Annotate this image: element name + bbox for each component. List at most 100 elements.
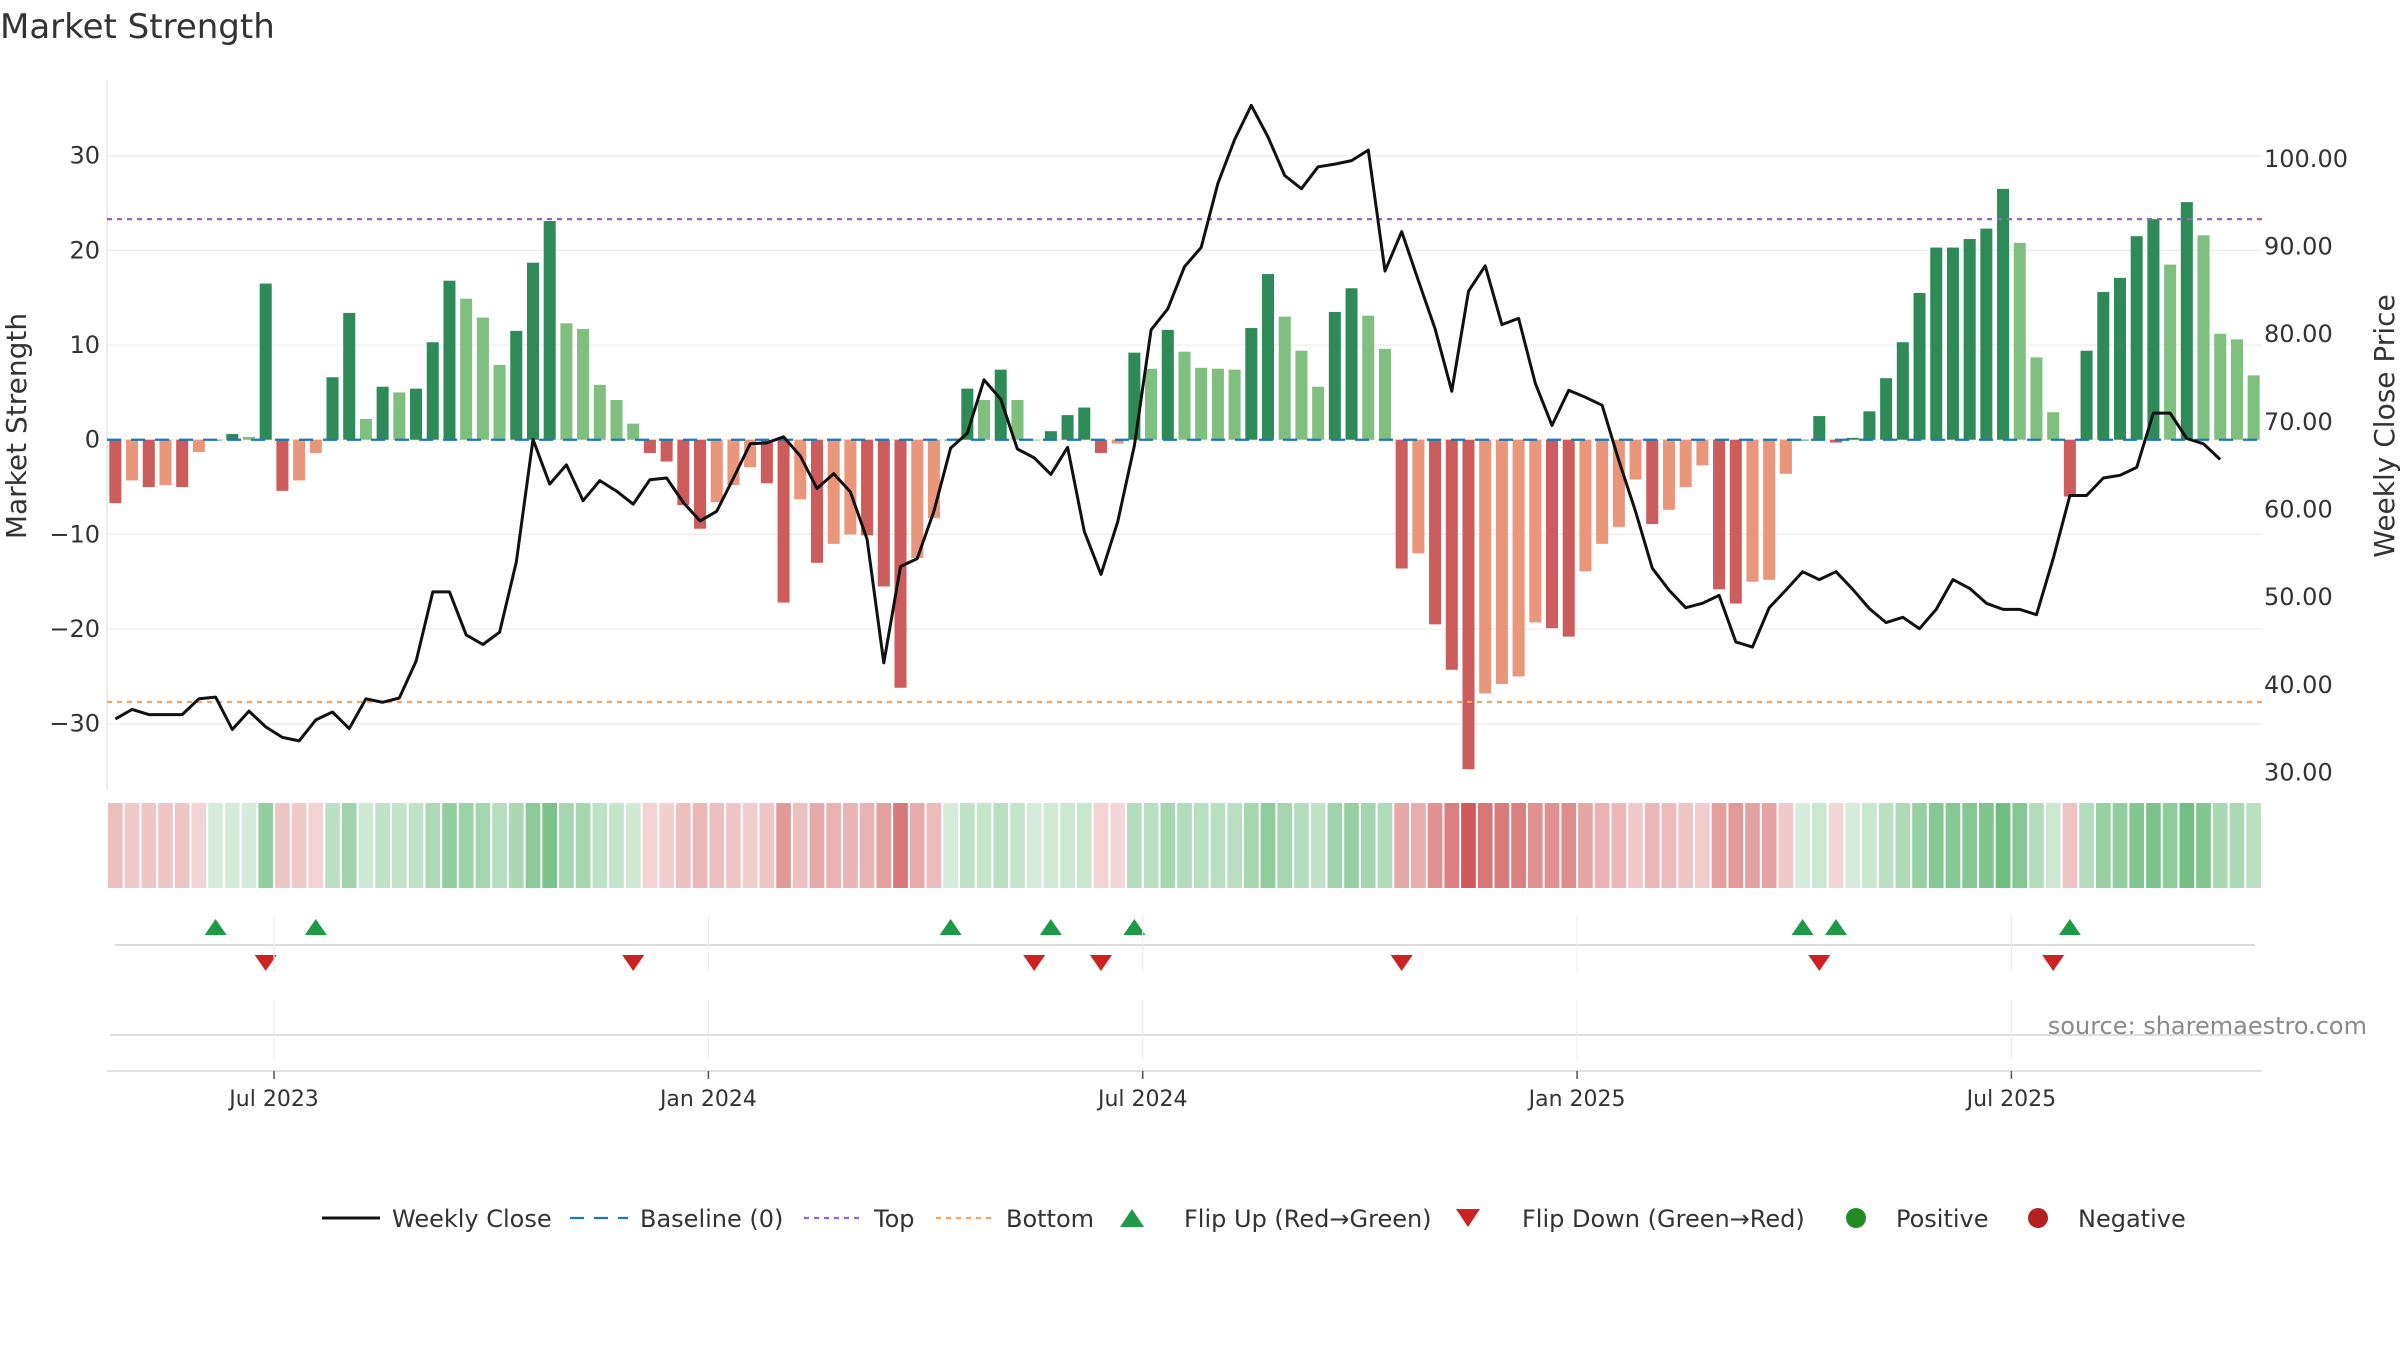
heat-cell bbox=[1878, 803, 1894, 888]
heat-cell bbox=[709, 803, 725, 888]
strength-bar bbox=[359, 418, 372, 440]
strength-bar bbox=[1696, 439, 1709, 466]
heat-cell bbox=[959, 803, 975, 888]
heat-cell bbox=[1043, 803, 1059, 888]
heat-cell bbox=[2162, 803, 2178, 888]
strength-bar bbox=[2063, 439, 2076, 497]
heat-cell bbox=[1611, 803, 1627, 888]
heat-cell bbox=[2095, 803, 2111, 888]
strength-bar bbox=[627, 423, 640, 440]
strength-bar bbox=[1779, 439, 1792, 474]
flip-down-marker bbox=[622, 955, 645, 971]
strength-bar bbox=[2197, 235, 2210, 440]
strength-bar bbox=[493, 364, 506, 440]
strength-bar bbox=[1345, 288, 1358, 440]
heat-cell bbox=[1845, 803, 1861, 888]
chart-title: Market Strength bbox=[0, 7, 275, 47]
flip-up-marker bbox=[1791, 919, 1814, 935]
heat-cell bbox=[1828, 803, 1844, 888]
strength-bar bbox=[1245, 328, 1258, 440]
strength-bar bbox=[1445, 439, 1458, 670]
heat-cell bbox=[2179, 803, 2195, 888]
strength-bar bbox=[560, 323, 573, 440]
heat-cell bbox=[1360, 803, 1376, 888]
legend-flip-down-label: Flip Down (Green→Red) bbox=[1522, 1205, 1805, 1233]
heat-cell bbox=[609, 803, 624, 888]
heat-cell bbox=[1778, 803, 1794, 888]
heat-cell bbox=[1661, 803, 1677, 888]
heat-cell bbox=[943, 803, 958, 888]
right-tick-label: 30.00 bbox=[2264, 758, 2333, 786]
strength-bar bbox=[1612, 439, 1625, 527]
heat-cell bbox=[2062, 803, 2078, 888]
source-credit: source: sharemaestro.com bbox=[2048, 1012, 2367, 1040]
flip-markers-panel bbox=[107, 919, 2262, 1072]
strength-bar bbox=[1579, 439, 1592, 572]
heat-cell bbox=[2112, 803, 2128, 888]
strength-bar bbox=[1395, 439, 1408, 569]
strength-bar bbox=[794, 439, 807, 500]
strength-bar bbox=[2214, 333, 2227, 440]
strength-bar bbox=[1829, 439, 1843, 443]
strength-bar bbox=[643, 439, 656, 453]
heat-cell bbox=[1093, 803, 1109, 888]
right-axis-label: Weekly Close Price bbox=[2368, 294, 2400, 557]
heat-cell bbox=[859, 803, 875, 888]
right-tick-label: 80.00 bbox=[2264, 320, 2333, 348]
heat-cell bbox=[1260, 803, 1276, 888]
strength-bar bbox=[1328, 311, 1341, 440]
strength-bar bbox=[1412, 439, 1425, 554]
heat-cell bbox=[325, 803, 340, 888]
strength-bar bbox=[2097, 292, 2110, 440]
flip-up-marker bbox=[939, 919, 962, 935]
heat-cell bbox=[508, 803, 524, 888]
strength-bar bbox=[1662, 439, 1675, 510]
heat-cell bbox=[1210, 803, 1226, 888]
strength-bar bbox=[978, 399, 991, 440]
strength-bar bbox=[1061, 415, 1074, 440]
heat-cell bbox=[1945, 803, 1961, 888]
heat-cell bbox=[1695, 803, 1710, 888]
left-tick-label: 20 bbox=[69, 236, 100, 264]
heat-cell bbox=[1761, 803, 1777, 888]
heat-cell bbox=[976, 803, 992, 888]
strength-bar bbox=[1796, 439, 1809, 441]
heat-cell bbox=[843, 803, 858, 888]
legend: Weekly Close Baseline (0) Top Bottom Flip Up… bbox=[322, 1205, 2186, 1233]
strength-bar bbox=[744, 439, 757, 468]
heat-cell bbox=[408, 803, 424, 888]
heat-cell bbox=[1411, 803, 1426, 888]
legend-top-label: Top bbox=[873, 1205, 915, 1233]
heat-cell bbox=[1628, 803, 1643, 888]
legend-flip-down-swatch bbox=[1456, 1209, 1480, 1227]
heat-cell bbox=[525, 803, 541, 888]
strength-bar bbox=[1946, 247, 1959, 440]
heat-cell bbox=[993, 803, 1009, 888]
heat-cell bbox=[475, 803, 491, 888]
strength-heat-strip bbox=[108, 803, 2261, 888]
strength-bar bbox=[710, 439, 723, 503]
heat-cell bbox=[1160, 803, 1176, 888]
strength-bar bbox=[861, 439, 874, 536]
flip-down-marker bbox=[1808, 955, 1831, 971]
heat-cell bbox=[1494, 803, 1510, 888]
strength-bar bbox=[1846, 437, 1859, 440]
strength-bar bbox=[1980, 228, 1993, 440]
heat-cell bbox=[776, 803, 791, 888]
weekly-close-line bbox=[114, 103, 2222, 743]
heat-cell bbox=[542, 803, 558, 888]
strength-bar bbox=[1863, 411, 1876, 440]
heat-cell bbox=[1544, 803, 1560, 888]
heat-cell bbox=[1594, 803, 1610, 888]
left-tick-label: −20 bbox=[49, 615, 100, 643]
strength-bar bbox=[259, 283, 272, 440]
heat-cell bbox=[141, 803, 157, 888]
strength-bar bbox=[1178, 351, 1191, 440]
strength-bar bbox=[2030, 357, 2043, 440]
strength-bar bbox=[242, 436, 256, 440]
heat-cell bbox=[2045, 803, 2061, 888]
heat-cell bbox=[1193, 803, 1209, 888]
heat-cell bbox=[2229, 803, 2245, 888]
strength-bar bbox=[226, 434, 239, 440]
